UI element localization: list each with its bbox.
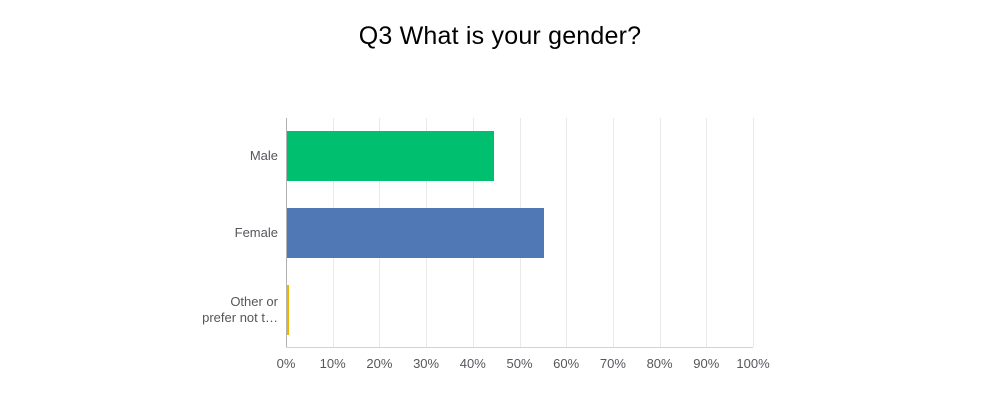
category-label: Other or prefer not t… [202,293,278,325]
x-tick-label: 80% [646,356,673,371]
x-tick-label: 10% [319,356,346,371]
x-tick-label: 30% [413,356,440,371]
category-label: Male [249,148,278,164]
gridline [566,118,568,347]
x-tick-label: 60% [553,356,580,371]
y-axis-line [286,118,287,347]
plot-area [286,118,754,348]
gridline [612,118,614,347]
chart-title: Q3 What is your gender? [358,22,642,50]
bar-other [287,284,290,335]
bar-female [287,208,545,258]
x-tick-label: 70% [599,356,626,371]
x-tick-label: 90% [693,356,720,371]
bar-male [287,131,495,182]
gridline [753,118,754,347]
x-tick-label: 20% [366,356,393,371]
x-tick-label: 40% [459,356,486,371]
gridline [659,118,661,347]
x-tick-label: 100% [736,356,770,371]
gridline [706,118,708,347]
x-tick-label: 50% [506,356,533,371]
category-label: Female [234,225,278,240]
x-tick-label: 0% [276,356,296,371]
